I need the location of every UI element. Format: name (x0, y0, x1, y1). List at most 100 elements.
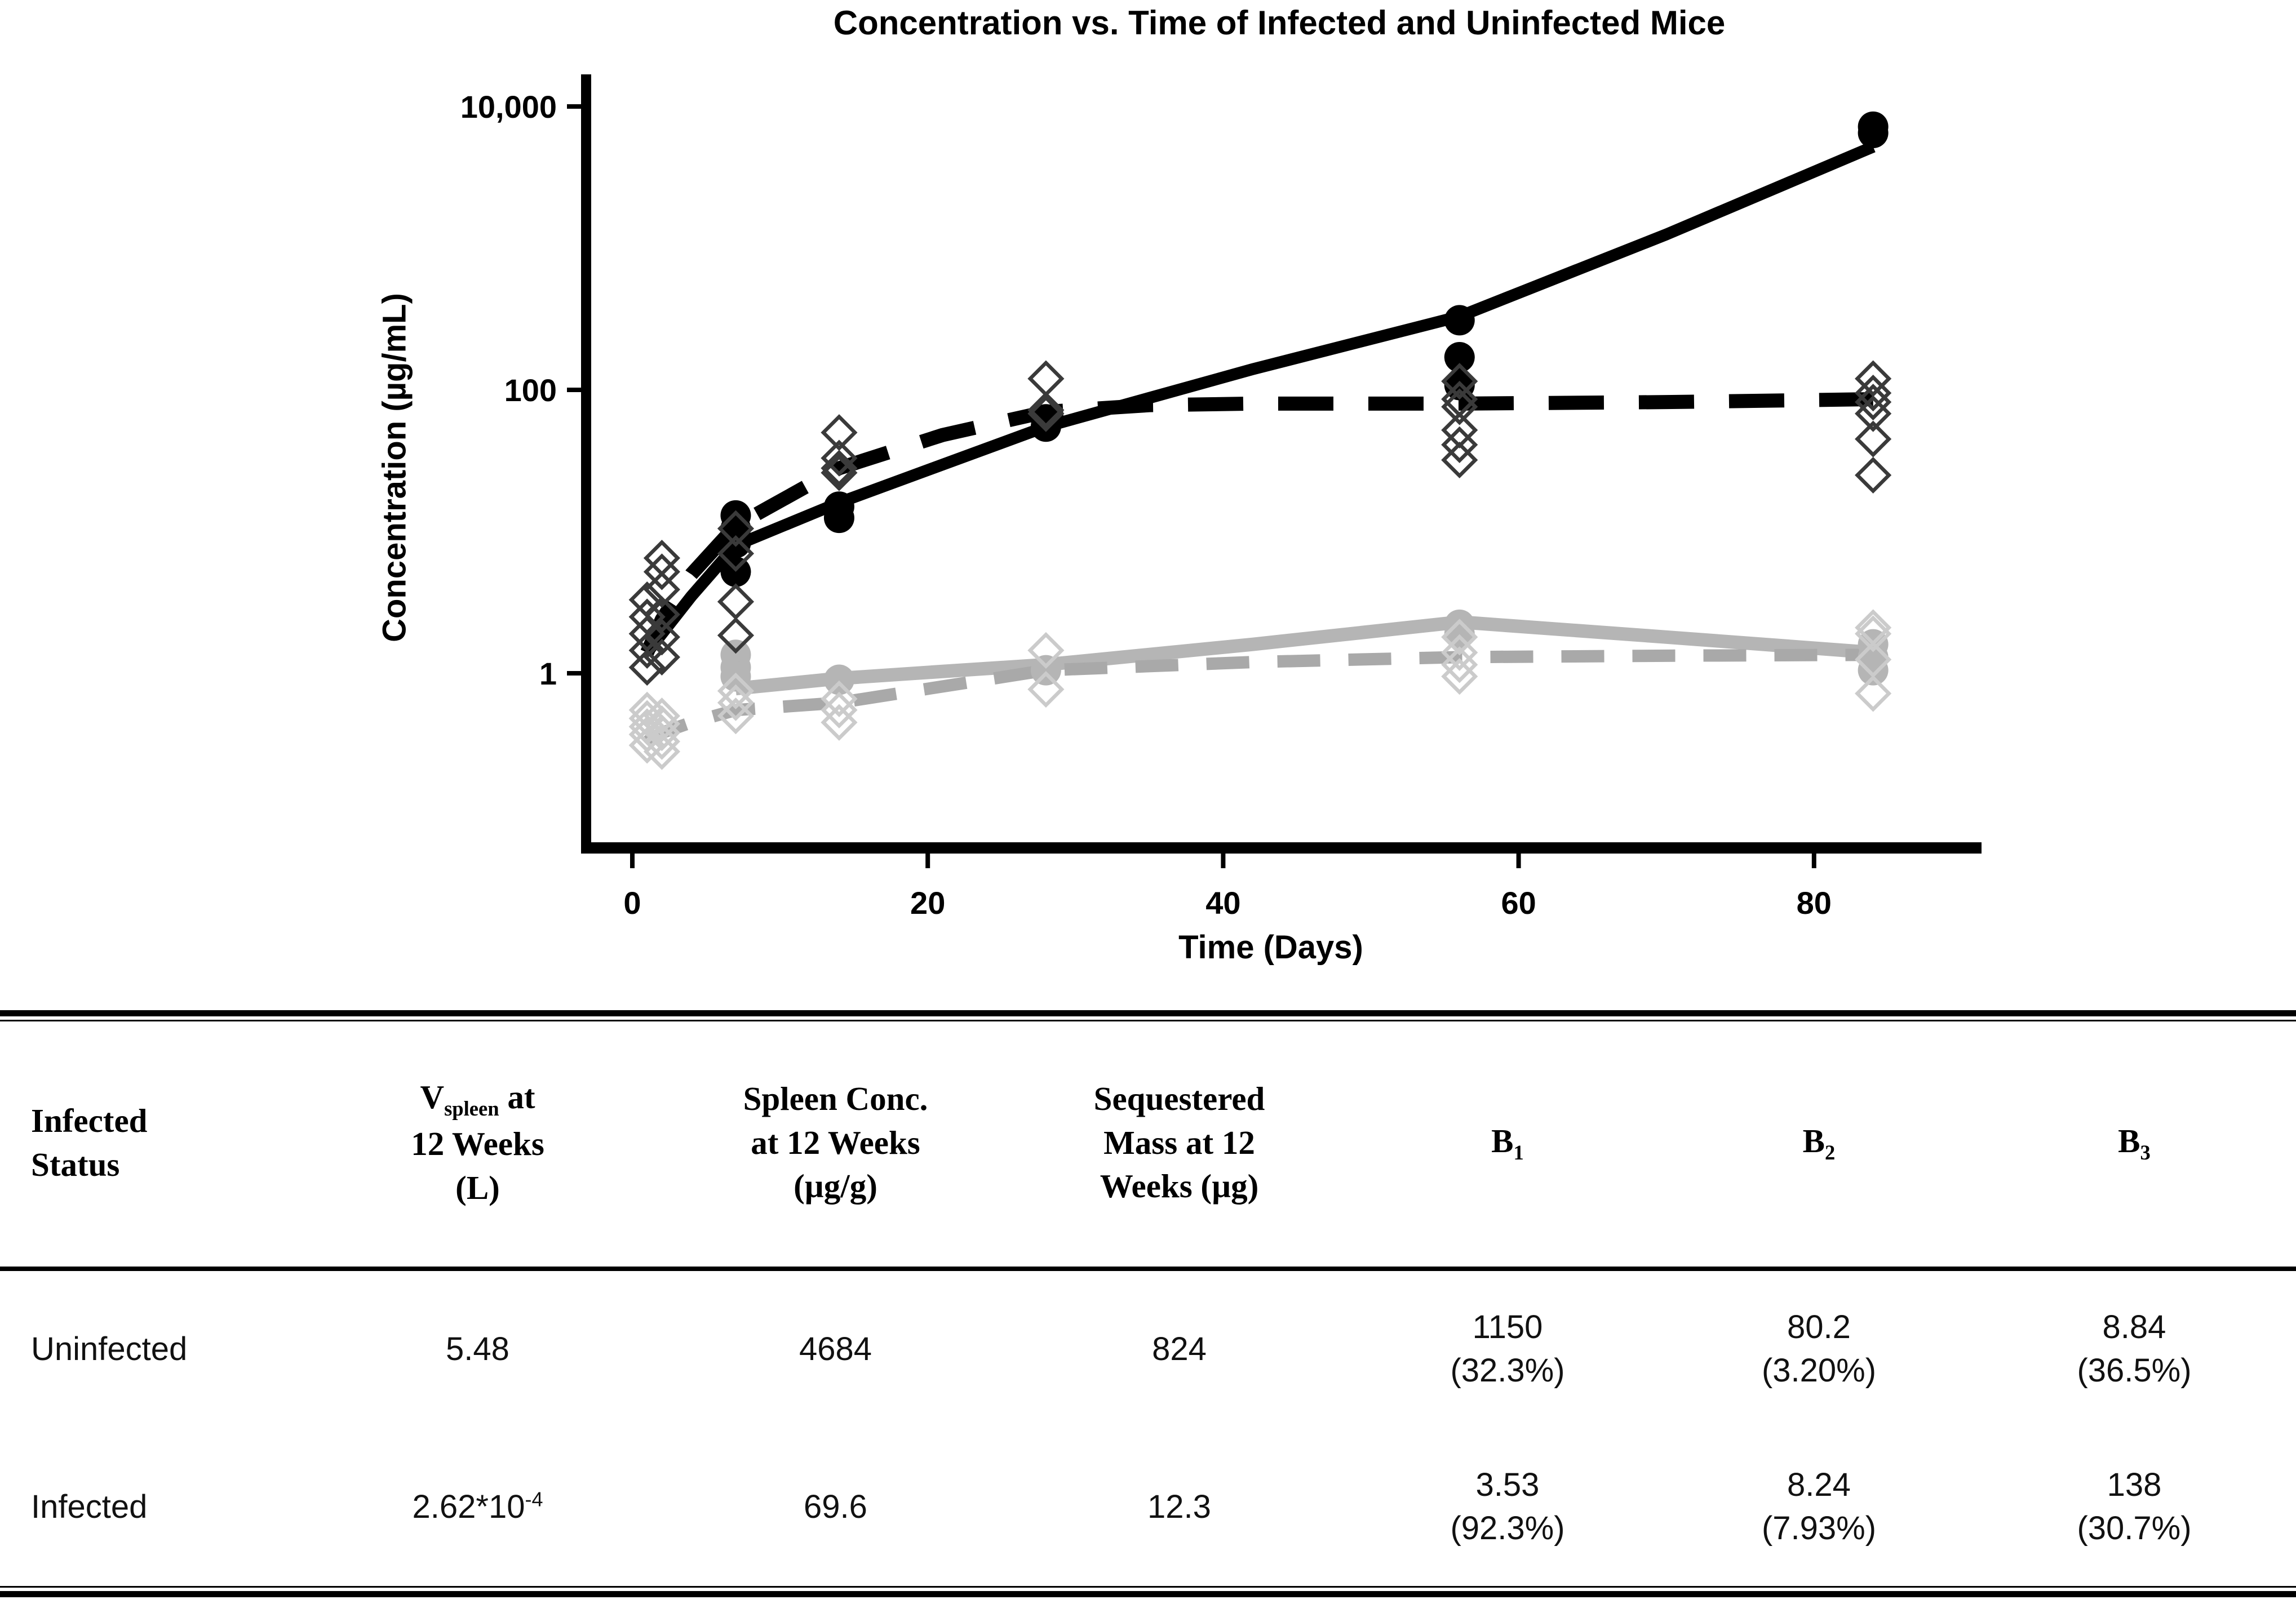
fit-line-uninfected-fit-solid (735, 615, 1874, 696)
cell-text: 138 (2107, 1467, 2162, 1504)
marker-diamond-infected-obs-diamonds (717, 617, 755, 654)
cell-infected-vspleen: 2.62*10-4 (293, 1431, 662, 1583)
cell-text: 4684 (799, 1330, 872, 1367)
x-tick-label: 20 (910, 885, 945, 921)
x-tick-label: 80 (1797, 885, 1832, 921)
marker-circle-uninfected-obs-circles (823, 664, 854, 695)
marker-diamond-infected-obs-diamonds (1855, 395, 1892, 432)
marker-diamond-uninfected-obs-diamonds (643, 697, 681, 735)
cell-text: 5.48 (446, 1330, 509, 1367)
marker-diamond-infected-obs-diamonds (1441, 363, 1478, 400)
table-grid: Infected Status Vspleen at 12 Weeks (L) … (0, 1018, 2296, 1583)
marker-diamond-infected-obs-diamonds (1855, 420, 1892, 457)
x-axis-title: Time (Days) (1178, 929, 1363, 966)
header-text: V (420, 1078, 445, 1116)
cell-percent: (92.3%) (1450, 1510, 1565, 1547)
marker-diamond-uninfected-obs-diamonds (1027, 632, 1065, 669)
cell-uninfected-b3: 8.84 (36.5%) (1973, 1268, 2296, 1431)
header-subscript: 2 (1825, 1140, 1836, 1164)
marker-diamond-uninfected-obs-diamonds (643, 714, 681, 752)
cell-percent: (30.7%) (2077, 1510, 2192, 1547)
header-text: Spleen Conc. (743, 1079, 928, 1117)
marker-diamond-uninfected-obs-diamonds (643, 733, 681, 770)
header-spleen-conc: Spleen Conc. at 12 Weeks (µg/g) (662, 1018, 1009, 1268)
cell-percent: (7.93%) (1761, 1510, 1877, 1547)
header-text: Sequestered (1093, 1079, 1265, 1117)
cell-uninfected-b1: 1150 (32.3%) (1350, 1268, 1665, 1431)
table-bottom-rule-thick (0, 1591, 2296, 1597)
marker-diamond-infected-obs-diamonds (1855, 384, 1892, 421)
marker-diamond-uninfected-obs-diamonds (717, 697, 755, 735)
header-text: B (1491, 1122, 1514, 1159)
marker-diamond-uninfected-obs-diamonds (821, 704, 858, 741)
cell-percent: (32.3%) (1450, 1352, 1565, 1389)
cell-uninfected-seq-mass: 824 (1009, 1268, 1350, 1431)
table-row-infected-status: Infected (0, 1431, 293, 1583)
cell-superscript: -4 (525, 1487, 543, 1511)
cell-text: 2.62*10 (412, 1488, 525, 1525)
header-text: Status (31, 1145, 120, 1183)
marker-circle-infected-obs-circles (1858, 118, 1889, 149)
y-axis-title: Concentration (µg/mL) (376, 293, 413, 642)
header-text: (µg/g) (794, 1167, 877, 1205)
table-top-rule-thin (0, 1020, 2296, 1021)
marker-diamond-uninfected-obs-diamonds (1855, 675, 1892, 712)
x-tick-label: 60 (1501, 885, 1536, 921)
marker-diamond-uninfected-obs-diamonds (1441, 658, 1478, 695)
cell-text: 69.6 (804, 1488, 867, 1525)
cell-text: 80.2 (1787, 1309, 1851, 1346)
cell-text: Uninfected (31, 1330, 188, 1367)
marker-diamond-uninfected-obs-diamonds (717, 684, 755, 721)
marker-diamond-infected-obs-diamonds (628, 598, 666, 636)
x-tick-label: 0 (623, 885, 641, 921)
x-tick-label: 40 (1205, 885, 1240, 921)
table-row-uninfected-status: Uninfected (0, 1268, 293, 1431)
results-table: Infected Status Vspleen at 12 Weeks (L) … (0, 1010, 2296, 1604)
marker-circle-infected-obs-circles (1444, 305, 1475, 336)
header-text: Infected (31, 1101, 148, 1139)
marker-diamond-infected-obs-diamonds (628, 648, 666, 686)
marker-diamond-infected-obs-diamonds (821, 450, 858, 487)
header-b2: B2 (1665, 1018, 1973, 1268)
concentration-time-chart: 10,000 100 1 0 20 40 60 80 (460, 74, 1982, 921)
cell-text: 1150 (1472, 1309, 1543, 1346)
header-text: Mass at 12 (1103, 1123, 1255, 1161)
cell-text: Infected (31, 1488, 148, 1525)
header-subscript: 1 (1513, 1140, 1524, 1164)
cell-uninfected-vspleen: 5.48 (293, 1268, 662, 1431)
header-subscript: 3 (2140, 1140, 2151, 1164)
marker-diamond-infected-obs-diamonds (643, 571, 681, 608)
fit-line-uninfected-fit-dashed (644, 648, 1873, 747)
marker-diamond-infected-obs-diamonds (717, 583, 755, 620)
cell-infected-spleen-conc: 69.6 (662, 1431, 1009, 1583)
marker-diamond-infected-obs-diamonds (643, 539, 681, 577)
marker-diamond-infected-obs-diamonds (1027, 395, 1065, 432)
header-v-spleen: Vspleen at 12 Weeks (L) (293, 1018, 662, 1268)
header-text: B (1802, 1122, 1825, 1159)
marker-diamond-uninfected-obs-diamonds (1027, 670, 1065, 708)
marker-diamond-infected-obs-diamonds (1441, 388, 1478, 425)
marker-diamond-uninfected-obs-diamonds (717, 672, 755, 710)
header-text: 12 Weeks (411, 1125, 544, 1163)
marker-circle-uninfected-obs-circles (1030, 655, 1061, 686)
marker-diamond-infected-obs-diamonds (717, 510, 755, 547)
marker-diamond-uninfected-obs-diamonds (643, 705, 681, 743)
cell-percent: (36.5%) (2077, 1352, 2192, 1389)
marker-diamond-infected-obs-diamonds (643, 596, 681, 633)
marker-circle-infected-obs-circles (1444, 342, 1475, 373)
marker-diamond-uninfected-obs-diamonds (1441, 646, 1478, 683)
header-text: at 12 Weeks (751, 1123, 920, 1161)
y-tick-label: 1 (539, 656, 557, 691)
marker-diamond-infected-obs-diamonds (643, 553, 681, 590)
marker-diamond-infected-obs-diamonds (717, 535, 755, 572)
header-infected-status: Infected Status (0, 1018, 293, 1268)
marker-diamond-infected-obs-diamonds (643, 638, 681, 676)
y-tick-label: 10,000 (460, 89, 557, 125)
marker-diamond-uninfected-obs-diamonds (821, 691, 858, 728)
cell-percent: (3.20%) (1761, 1352, 1877, 1389)
header-text: at (499, 1078, 535, 1116)
marker-circle-infected-obs-circles (823, 503, 854, 534)
marker-diamond-infected-obs-diamonds (1855, 456, 1892, 494)
marker-diamond-uninfected-obs-diamonds (1441, 634, 1478, 671)
marker-diamond-infected-obs-diamonds (1855, 375, 1892, 412)
